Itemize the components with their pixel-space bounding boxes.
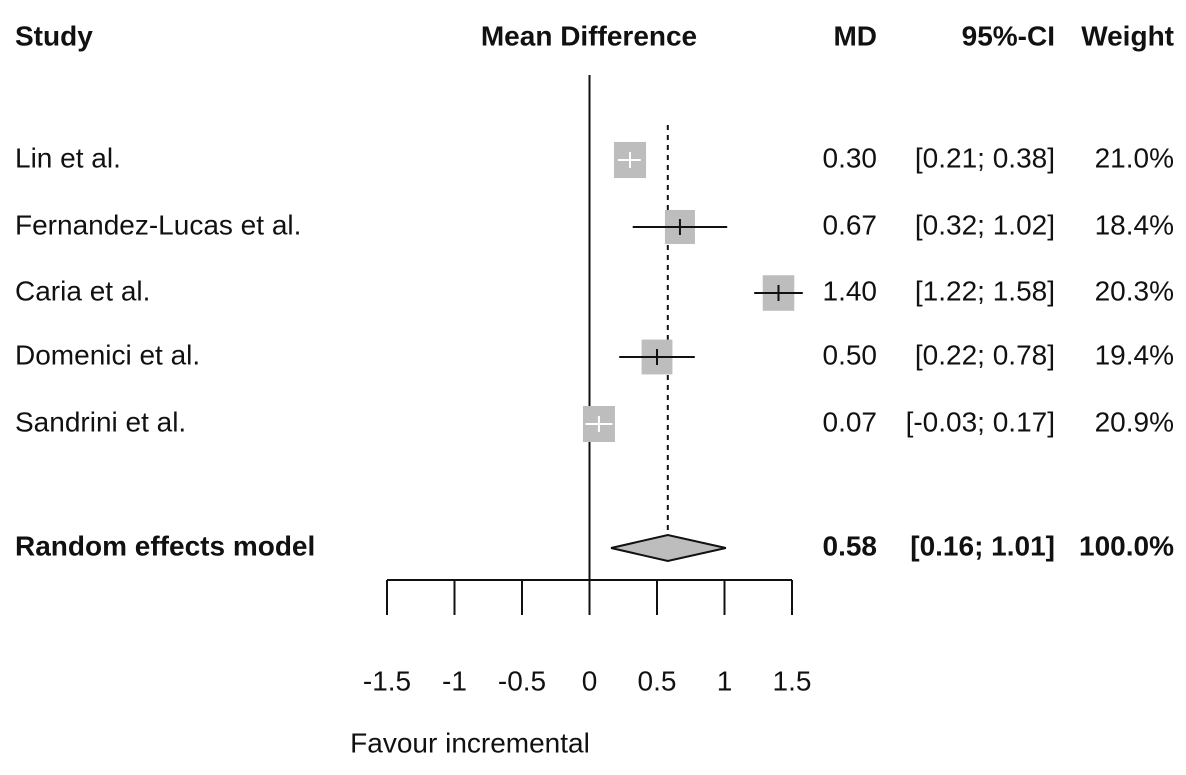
summary-weight: 100.0% bbox=[1079, 530, 1174, 561]
x-tick-label: 0.5 bbox=[638, 665, 677, 696]
header-weight: Weight bbox=[1081, 20, 1174, 51]
summary-md: 0.58 bbox=[823, 530, 878, 561]
study-name: Fernandez-Lucas et al. bbox=[15, 209, 301, 240]
study-name: Caria et al. bbox=[15, 275, 150, 306]
weight-label: 19.4% bbox=[1095, 339, 1174, 370]
summary-ci: [0.16; 1.01] bbox=[910, 530, 1055, 561]
weight-label: 20.3% bbox=[1095, 275, 1174, 306]
study-name: Lin et al. bbox=[15, 142, 121, 173]
ci-label: [0.22; 0.78] bbox=[915, 339, 1055, 370]
ci-label: [0.21; 0.38] bbox=[915, 142, 1055, 173]
x-axis-label: Favour incremental bbox=[350, 727, 590, 758]
summary-name: Random effects model bbox=[15, 530, 315, 561]
md-label: 0.67 bbox=[823, 209, 878, 240]
md-label: 0.50 bbox=[823, 339, 878, 370]
weight-label: 21.0% bbox=[1095, 142, 1174, 173]
x-tick-label: 1.5 bbox=[773, 665, 812, 696]
header-md: MD bbox=[833, 20, 877, 51]
x-tick-label: -1.5 bbox=[363, 665, 411, 696]
weight-label: 20.9% bbox=[1095, 406, 1174, 437]
study-name: Sandrini et al. bbox=[15, 406, 186, 437]
x-tick-label: 1 bbox=[717, 665, 733, 696]
header-plot: Mean Difference bbox=[481, 20, 697, 51]
ci-label: [-0.03; 0.17] bbox=[906, 406, 1055, 437]
x-tick-label: 0 bbox=[582, 665, 598, 696]
header-ci: 95%-CI bbox=[962, 20, 1055, 51]
md-label: 1.40 bbox=[823, 275, 878, 306]
summary-diamond bbox=[610, 533, 727, 563]
x-tick-label: -0.5 bbox=[498, 665, 546, 696]
study-name: Domenici et al. bbox=[15, 339, 200, 370]
x-tick-label: -1 bbox=[442, 665, 467, 696]
ci-label: [0.32; 1.02] bbox=[915, 209, 1055, 240]
ci-label: [1.22; 1.58] bbox=[915, 275, 1055, 306]
header-study: Study bbox=[15, 20, 93, 51]
md-label: 0.07 bbox=[823, 406, 878, 437]
weight-label: 18.4% bbox=[1095, 209, 1174, 240]
md-label: 0.30 bbox=[823, 142, 878, 173]
